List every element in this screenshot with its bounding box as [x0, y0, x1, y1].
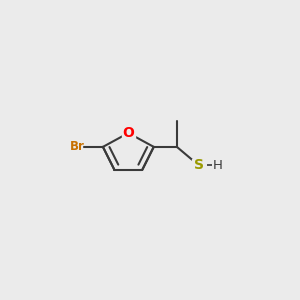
- Bar: [122, 127, 135, 140]
- Text: Br: Br: [70, 140, 85, 153]
- Bar: [64, 140, 82, 153]
- Bar: [192, 159, 205, 172]
- Text: H: H: [212, 159, 222, 172]
- Text: O: O: [122, 126, 134, 140]
- Text: S: S: [194, 158, 204, 172]
